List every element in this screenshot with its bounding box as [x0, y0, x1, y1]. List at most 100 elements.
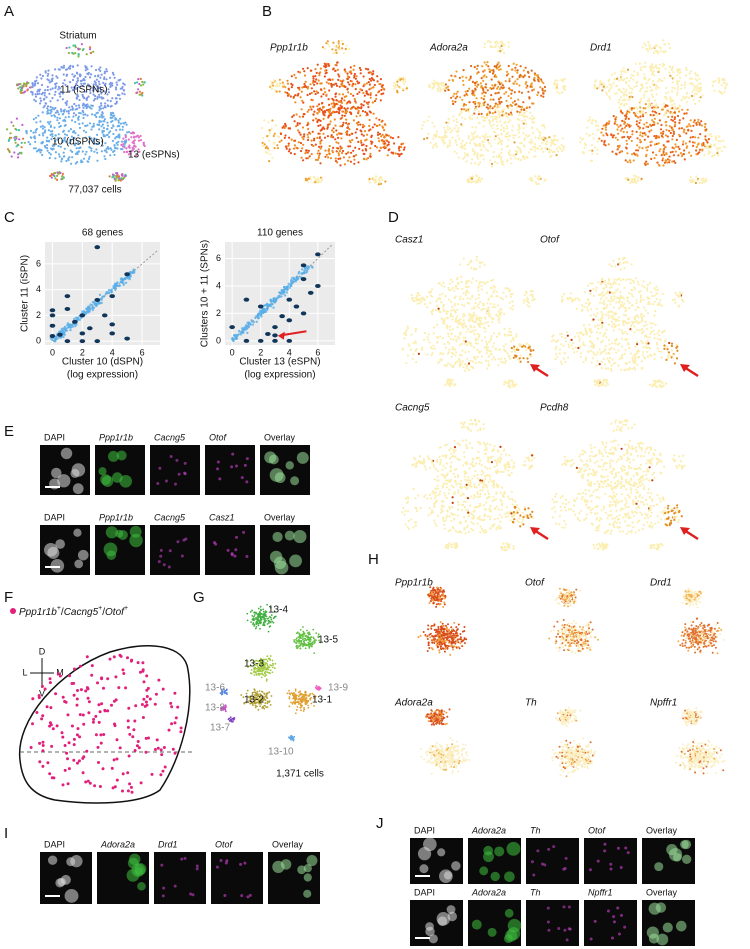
- cell-dot: [500, 133, 503, 136]
- cell-dot: [346, 126, 349, 129]
- cell-dot: [353, 74, 356, 77]
- cell-dot: [518, 76, 521, 79]
- cell-dot: [34, 131, 37, 134]
- cell-dot: [438, 293, 441, 296]
- cell-dot: [121, 92, 124, 95]
- cell-dot: [59, 108, 63, 111]
- cell-dot: [484, 86, 487, 89]
- cell-dot: [455, 278, 459, 281]
- cell-dot: [369, 96, 372, 99]
- cell-dot: [120, 143, 123, 146]
- cell-dot: [450, 74, 453, 77]
- cell-dot: [641, 132, 645, 135]
- cell-dot: [635, 120, 639, 123]
- cell-dot: [612, 134, 616, 137]
- cell-dot: [676, 70, 679, 73]
- cell-dot: [663, 96, 667, 99]
- cell-dot: [472, 311, 475, 314]
- cell-dot: [514, 335, 518, 338]
- cell-dot: [82, 82, 85, 85]
- cell-dot: [104, 102, 107, 105]
- cell-dot: [667, 351, 671, 354]
- cell-dot: [648, 45, 651, 48]
- cell-dot: [498, 321, 501, 324]
- cell-dot: [118, 136, 121, 139]
- cell-dot: [608, 263, 611, 266]
- cell-dot: [638, 62, 641, 65]
- cell-dot: [720, 84, 723, 87]
- cell-dot: [515, 63, 518, 66]
- cell-dot: [487, 306, 490, 309]
- cell-dot: [87, 157, 90, 160]
- cell-dot: [325, 153, 328, 156]
- cell-dot: [440, 136, 443, 139]
- cell-dot: [529, 348, 532, 351]
- gene-dot-bg: [283, 294, 287, 297]
- cell-dot: [497, 98, 501, 101]
- cell-dot: [15, 135, 18, 138]
- cell-dot: [355, 128, 359, 131]
- cell-dot: [326, 135, 329, 138]
- cell-dot: [448, 385, 451, 388]
- gene-point: [243, 338, 250, 343]
- cell-dot: [497, 68, 501, 71]
- cell-dot: [674, 143, 677, 146]
- cell-dot: [353, 158, 356, 161]
- cell-dot: [466, 297, 469, 300]
- cell-dot: [34, 95, 38, 98]
- cell-dot: [389, 136, 392, 139]
- cell-dot: [303, 133, 306, 136]
- cell-dot: [698, 181, 701, 185]
- cell-dot: [34, 82, 37, 85]
- cell-dot: [682, 97, 686, 100]
- cell-dot: [55, 82, 58, 85]
- cell-dot: [500, 142, 503, 146]
- cell-dot: [530, 290, 533, 293]
- cell-dot: [662, 164, 665, 167]
- cell-dot: [500, 124, 503, 127]
- cell-dot: [327, 82, 330, 85]
- cell-dot: [474, 301, 477, 305]
- cell-dot: [497, 85, 500, 89]
- cell-dot: [316, 105, 319, 108]
- cell-dot: [466, 154, 469, 157]
- cell-dot: [441, 292, 444, 295]
- cell-dot: [536, 74, 540, 77]
- cell-dot: [349, 107, 352, 110]
- cell-dot: [88, 135, 91, 138]
- cell-dot: [590, 159, 594, 162]
- cell-dot: [16, 156, 20, 159]
- gene-point: [229, 325, 235, 330]
- cell-dot: [455, 286, 458, 289]
- cell-dot: [694, 136, 697, 139]
- cell-dot: [412, 341, 415, 344]
- cell-dot: [337, 42, 340, 45]
- cell-dot: [664, 43, 667, 46]
- cell-dot: [477, 286, 480, 289]
- cell-dot: [482, 75, 485, 78]
- cell-dot: [518, 111, 521, 114]
- cell-dot: [516, 78, 519, 81]
- cell-dot: [293, 139, 297, 142]
- cell-dot: [102, 107, 105, 110]
- cell-dot: [274, 124, 278, 127]
- cell-dot: [704, 144, 707, 147]
- cell-dot: [659, 128, 663, 131]
- cell-dot: [525, 106, 529, 109]
- cell-dot: [372, 177, 375, 181]
- cell-dot: [312, 181, 315, 184]
- cell-dot: [646, 312, 650, 315]
- cell-dot: [474, 162, 477, 165]
- cell-dot: [360, 130, 363, 133]
- cell-dot: [445, 135, 448, 139]
- cell-dot: [579, 136, 582, 139]
- cell-dot: [528, 97, 531, 100]
- cell-dot: [492, 345, 495, 348]
- cell-dot: [336, 61, 339, 64]
- cell-dot: [510, 104, 513, 108]
- cell-dot: [484, 321, 487, 324]
- cell-dot: [524, 82, 527, 85]
- cell-dot: [653, 74, 656, 77]
- gene-point: [286, 318, 293, 323]
- cell-dot: [673, 87, 676, 90]
